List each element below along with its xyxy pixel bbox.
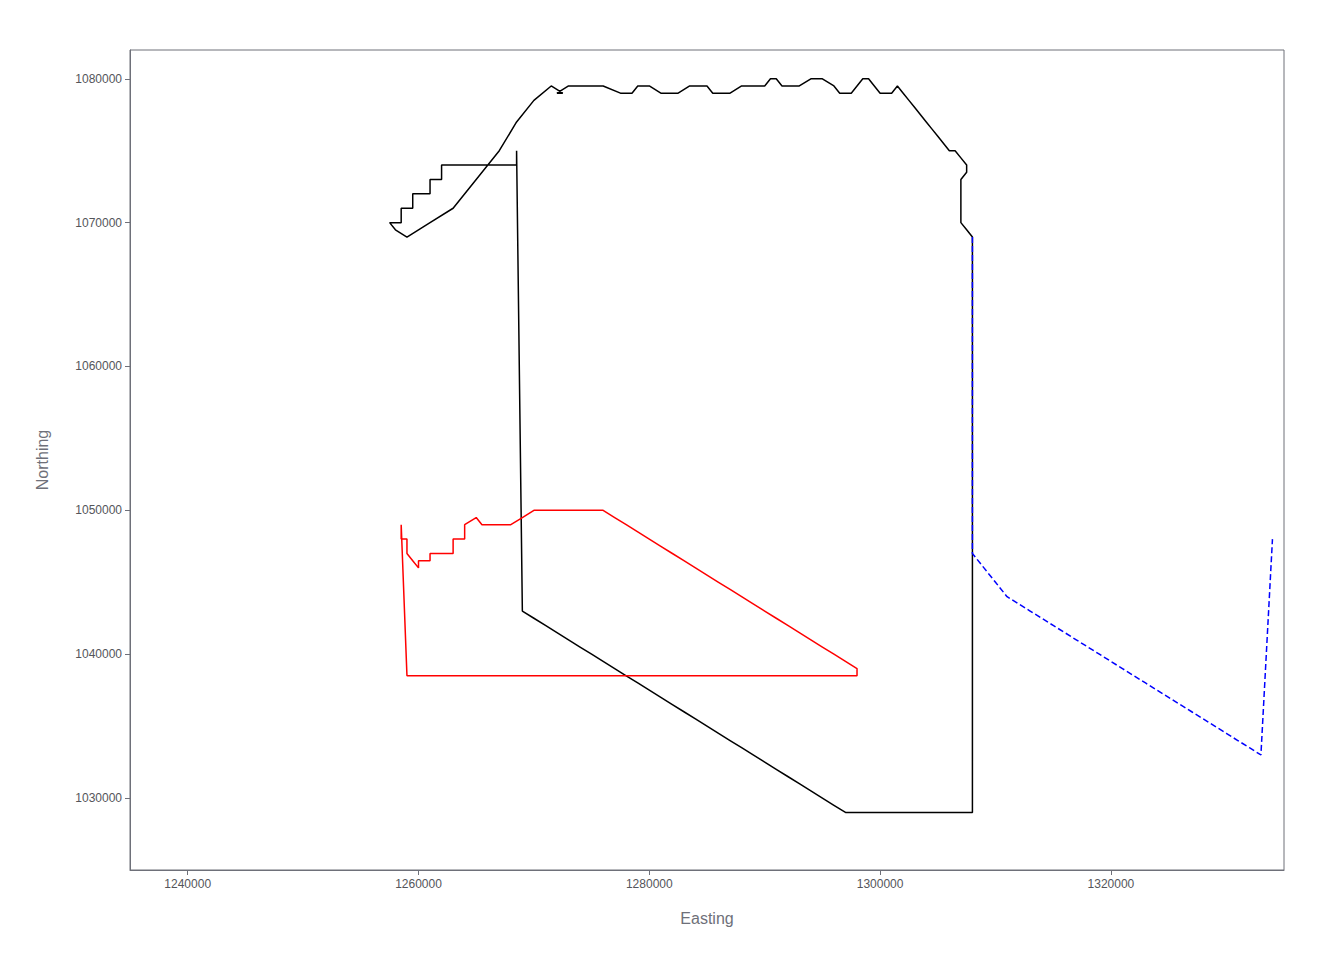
svg-text:1320000: 1320000 bbox=[1088, 877, 1135, 891]
svg-text:Easting: Easting bbox=[680, 910, 733, 927]
svg-text:1070000: 1070000 bbox=[75, 216, 122, 230]
svg-text:1050000: 1050000 bbox=[75, 503, 122, 517]
svg-text:Northing: Northing bbox=[34, 430, 51, 490]
svg-text:1280000: 1280000 bbox=[626, 877, 673, 891]
svg-text:1040000: 1040000 bbox=[75, 647, 122, 661]
svg-text:1060000: 1060000 bbox=[75, 359, 122, 373]
svg-text:1030000: 1030000 bbox=[75, 791, 122, 805]
svg-text:1240000: 1240000 bbox=[164, 877, 211, 891]
svg-text:1260000: 1260000 bbox=[395, 877, 442, 891]
svg-text:1080000: 1080000 bbox=[75, 72, 122, 86]
svg-text:1300000: 1300000 bbox=[857, 877, 904, 891]
